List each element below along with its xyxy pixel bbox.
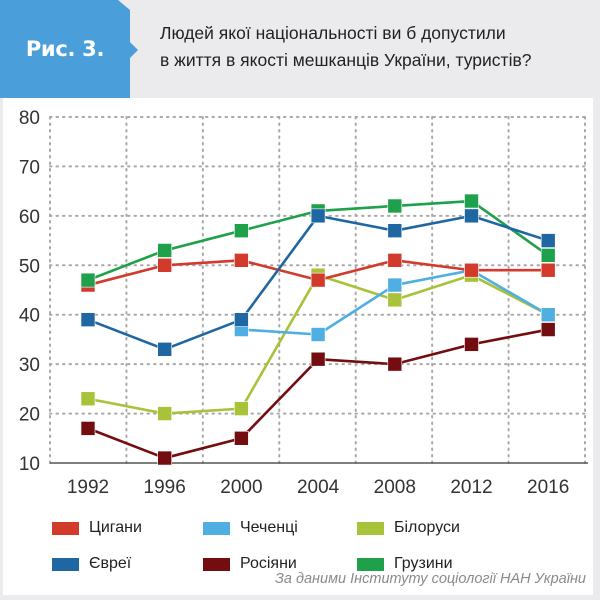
data-point-marker (540, 322, 556, 337)
series-Євреї (80, 208, 556, 357)
x-tick-label: 2012 (450, 477, 492, 498)
data-point-marker (540, 233, 556, 248)
x-tick-label: 1992 (67, 477, 109, 498)
data-point-marker (540, 307, 556, 323)
x-tick-label: 2008 (374, 477, 416, 498)
data-point-marker (157, 257, 172, 273)
legend-item: Білоруси (357, 518, 460, 538)
data-point-marker (234, 253, 249, 268)
data-point-marker (387, 198, 403, 214)
x-tick-label: 2000 (220, 477, 262, 498)
data-point-marker (157, 450, 172, 466)
legend-swatch (357, 557, 384, 571)
data-point-marker (387, 253, 403, 268)
data-point-marker (80, 391, 96, 407)
chart-title: Людей якої національності ви б допустили… (160, 20, 590, 74)
chart-legend: Цигани Чеченці Білоруси Євреї Росіяни Грузини (0, 510, 600, 572)
legend-swatch (52, 557, 79, 571)
legend-label: Білоруси (394, 519, 460, 536)
y-tick-label: 20 (19, 405, 40, 426)
legend-swatch (357, 521, 384, 535)
legend-item: Євреї (52, 554, 131, 574)
data-point-marker (310, 272, 326, 288)
data-point-marker (234, 430, 249, 446)
figure-badge: Рис. 3. (0, 0, 138, 98)
x-tick-label: 2004 (297, 477, 340, 498)
data-point-marker (464, 208, 479, 224)
data-point-marker (310, 327, 326, 342)
data-point-marker (234, 223, 249, 238)
data-point-marker (234, 312, 249, 327)
badge-shape (0, 0, 138, 98)
data-point-marker (234, 401, 249, 416)
data-point-marker (464, 262, 479, 278)
data-point-marker (387, 277, 403, 293)
chart-title-line-1: Людей якої національності ви б допустили (160, 23, 506, 43)
legend-swatch (203, 521, 230, 535)
x-tick-label: 1996 (144, 477, 186, 498)
y-tick-label: 80 (19, 108, 40, 129)
data-point-marker (157, 406, 172, 421)
y-tick-label: 50 (19, 256, 40, 277)
legend-swatch (203, 557, 230, 571)
legend-item: Грузини (357, 554, 453, 574)
data-source-note: За даними Інституту соціології НАН Украї… (274, 571, 586, 587)
data-point-marker (157, 342, 172, 357)
data-point-marker (387, 356, 403, 372)
legend-label: Чеченці (240, 519, 298, 536)
legend-swatch (52, 521, 79, 535)
chart-panel (3, 98, 593, 595)
y-tick-label: 30 (19, 355, 40, 376)
legend-item: Чеченці (203, 518, 298, 538)
chart-title-line-2: в життя в якості мешканців України, тури… (160, 50, 532, 70)
data-point-marker (540, 262, 556, 278)
data-point-marker (387, 223, 403, 238)
series-Цигани (80, 253, 556, 293)
y-tick-label: 40 (19, 306, 40, 327)
legend-label: Грузини (394, 555, 453, 572)
legend-item: Росіяни (203, 554, 297, 574)
line-chart: 10 20 30 40 50 60 70 80 1992 1996 2000 2004 2008 2012… (19, 108, 588, 498)
y-tick-label: 70 (19, 157, 40, 178)
series-Росіяни (80, 322, 556, 466)
legend-label: Росіяни (240, 555, 297, 572)
data-point-marker (157, 243, 172, 258)
data-point-marker (464, 193, 479, 209)
data-point-marker (80, 272, 96, 288)
data-point-marker (310, 208, 326, 224)
data-point-marker (540, 248, 556, 263)
legend-item: Цигани (52, 518, 142, 538)
figure-number: Рис. 3. (25, 37, 105, 61)
data-point-marker (80, 312, 96, 327)
data-point-marker (387, 292, 403, 308)
legend-label: Цигани (89, 519, 142, 536)
data-point-marker (464, 337, 479, 352)
y-tick-label: 60 (19, 207, 40, 228)
data-point-marker (80, 421, 96, 436)
y-tick-label: 10 (19, 454, 40, 475)
legend-label: Євреї (89, 555, 132, 572)
data-point-marker (310, 351, 326, 367)
x-tick-label: 2016 (527, 477, 569, 498)
